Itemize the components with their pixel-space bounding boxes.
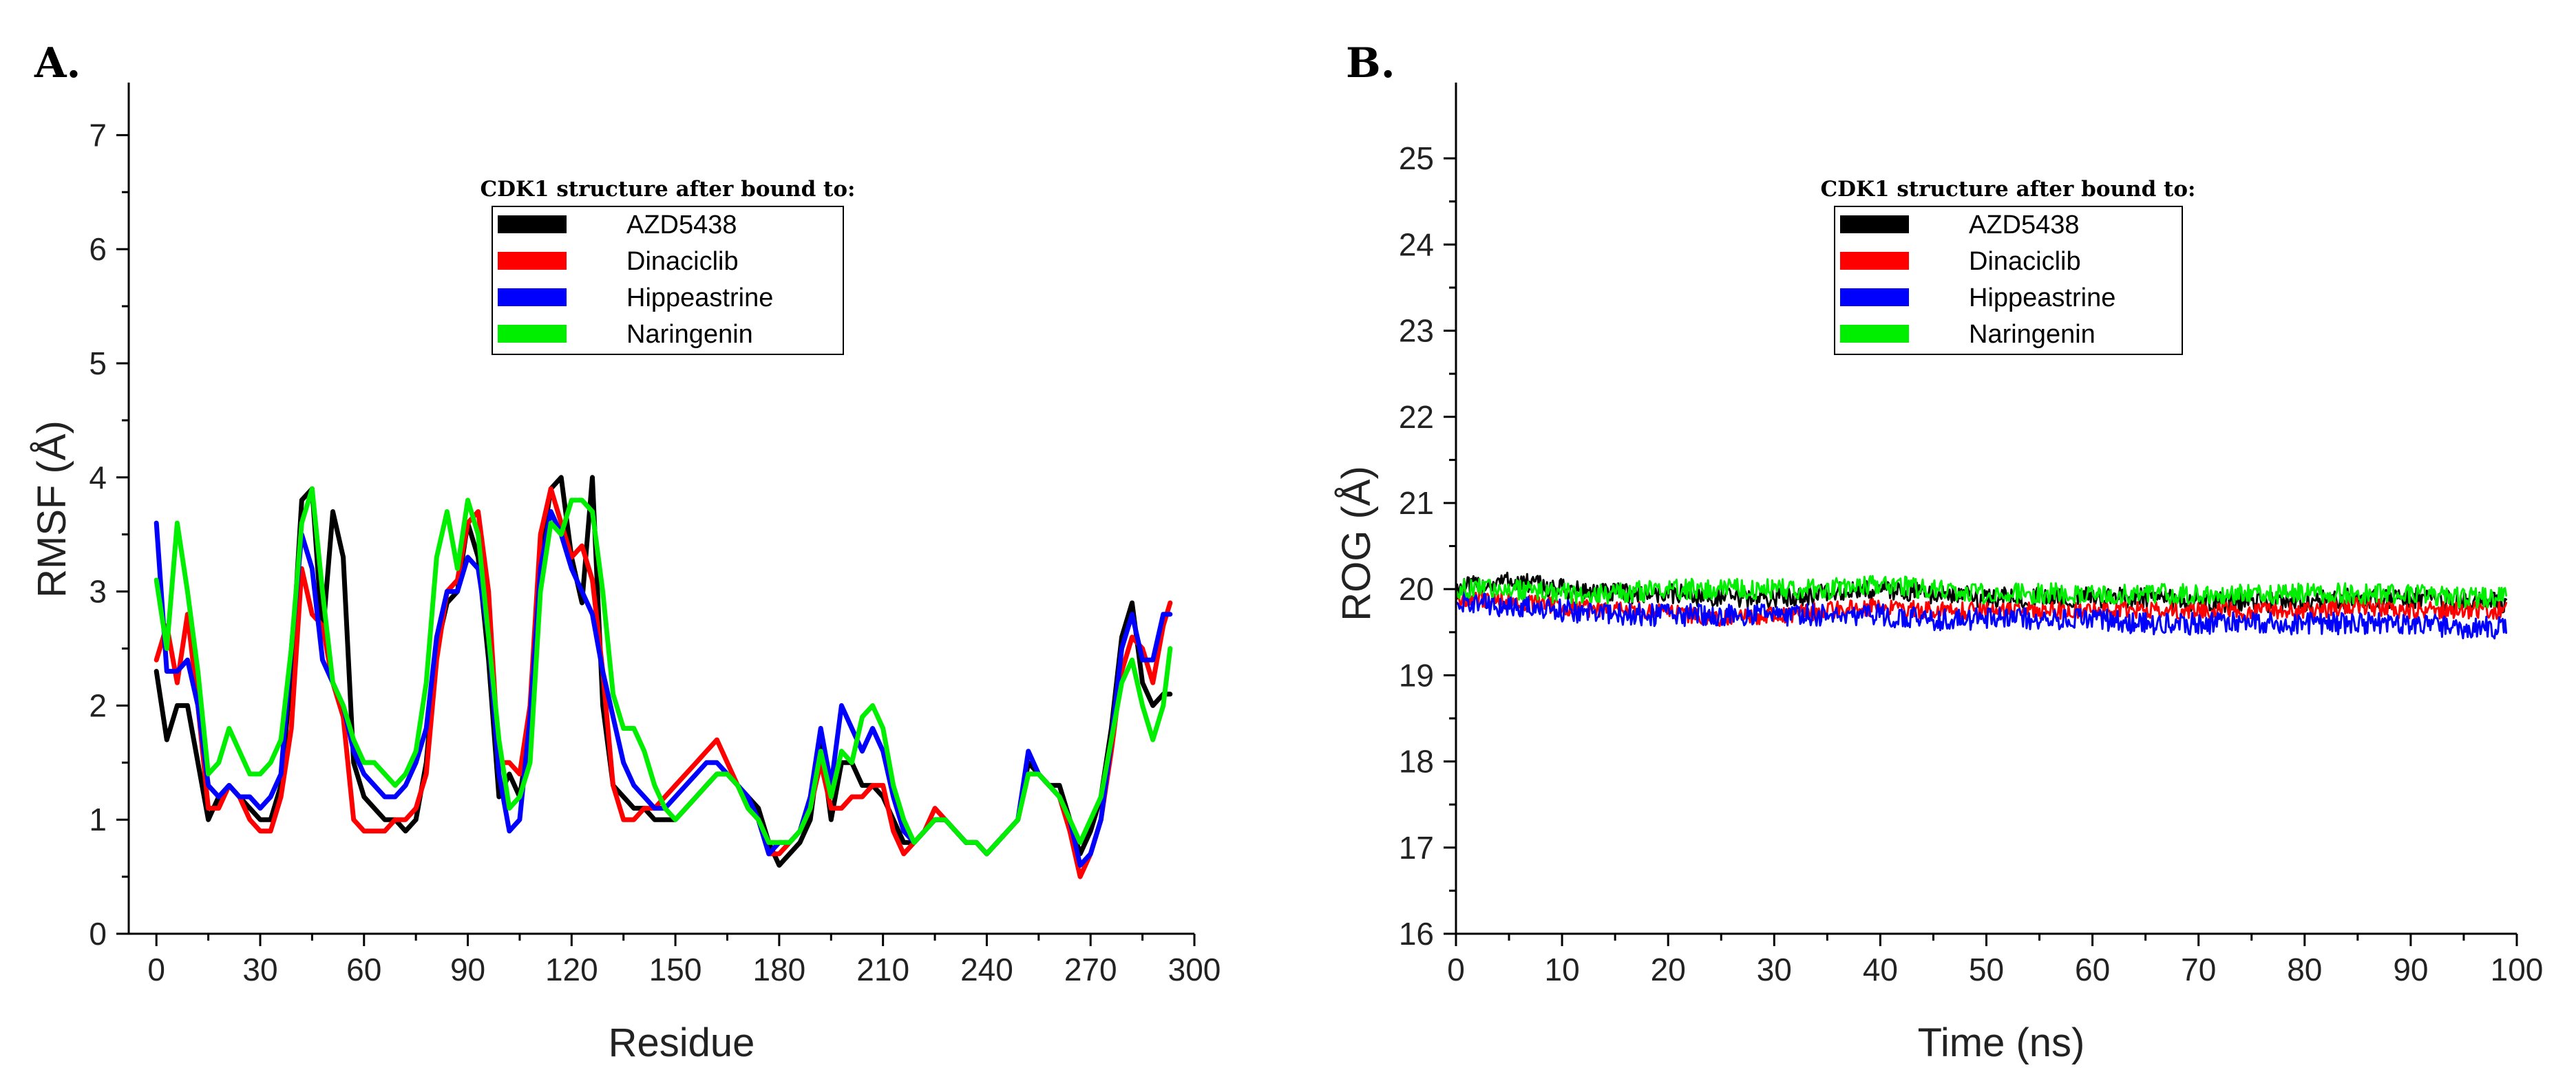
panel-a-plot-area: 0 30 60 90 120 150 180 210 240 270 300 0 1 2 3 4 5 6 7 CDK1… [89,83,1221,987]
panel-b-x-tick-label: 20 [1651,952,1686,987]
panel-a-x-tick-label: 300 [1168,952,1221,987]
panel-a-x-tick-label: 270 [1064,952,1117,987]
panel-b-legend-swatch-azd5438 [1840,215,1909,233]
panel-b-x-tick-label: 10 [1545,952,1580,987]
panel-a-legend-label-hippeastrine: Hippeastrine [626,283,773,312]
panel-b-x-tick-label: 100 [2491,952,2544,987]
panel-b-y-tick-label: 23 [1399,313,1434,349]
panel-a-legend-swatch-hippeastrine [498,288,567,306]
panel-a-y-tick-label: 6 [89,231,107,267]
panel-b-y-tick-label: 22 [1399,399,1434,435]
panel-a-y-tick-label: 0 [89,916,107,952]
panel-b-x-tick-label: 50 [1969,952,2004,987]
panel-b-plot-area: 0 10 20 30 40 50 60 70 80 90 100 16 17 18 19 20 21 22 23 24… [1399,83,2544,987]
panel-b-y-tick-label: 21 [1399,485,1434,521]
panel-b-legend-label-naringenin: Naringenin [1969,320,2095,349]
panel-a-legend-swatch-dinaciclib [498,252,567,270]
panel-b: B. 0 10 20 30 40 50 60 70 80 90 100 16 17 18 19 20 21 22 2… [1334,39,2543,1065]
panel-b-x-tick-label: 60 [2075,952,2110,987]
panel-a-x-axis-title: Residue [609,1020,755,1065]
panel-a-x-tick-label: 240 [960,952,1013,987]
panel-b-y-tick-label: 20 [1399,571,1434,607]
panel-a: A. 0 30 60 90 120 150 180 210 240 270 300 0 1 2 3 4 5 6 7 C… [30,39,1221,1065]
panel-b-y-tick-label: 16 [1399,916,1434,952]
panel-b-x-tick-label: 90 [2393,952,2428,987]
panel-a-legend-label-dinaciclib: Dinaciclib [626,247,739,276]
panel-a-y-tick-label: 3 [89,574,107,610]
panel-a-legend-swatch-azd5438 [498,215,567,233]
panel-a-x-tick-label: 150 [649,952,702,987]
panel-b-series-line-naringenin [1455,575,2508,609]
panel-b-y-tick-label: 18 [1399,744,1434,780]
panel-b-label: B. [1346,39,1395,87]
panel-b-y-tick-label: 17 [1399,830,1434,866]
panel-a-y-tick-label: 2 [89,687,107,723]
panel-a-y-tick-label: 5 [89,345,107,381]
panel-a-legend-title: CDK1 structure after bound to: [480,177,855,202]
panel-a-series-line-naringenin [154,486,1173,857]
panel-a-label: A. [34,39,81,87]
panel-a-x-tick-label: 60 [346,952,381,987]
panel-b-series-group [1455,571,2508,640]
panel-a-x-tick-label: 30 [242,952,277,987]
panel-b-legend-label-dinaciclib: Dinaciclib [1969,247,2081,276]
panel-b-legend-swatch-hippeastrine [1840,288,1909,306]
panel-b-series-line-hippeastrine [1455,591,2508,640]
panel-a-x-tick-label: 120 [545,952,598,987]
panel-b-y-tick-label: 24 [1399,226,1434,262]
panel-b-legend-title: CDK1 structure after bound to: [1820,177,2195,202]
panel-a-x-tick-label: 0 [147,952,165,987]
panel-b-x-tick-label: 80 [2287,952,2322,987]
panel-a-x-tick-label: 90 [450,952,485,987]
panel-b-y-tick-label: 19 [1399,657,1434,693]
panel-a-y-tick-label: 7 [89,117,107,153]
panel-a-y-tick-label: 4 [89,460,107,495]
panel-b-legend: CDK1 structure after bound to: AZD5438 Din… [1820,177,2196,355]
panel-b-legend-swatch-naringenin [1840,325,1909,343]
panel-a-legend: CDK1 structure after bound to: AZD5438 Din… [480,177,856,355]
panel-b-x-axis-title: Time (ns) [1918,1020,2085,1065]
panel-a-series-group [154,475,1173,879]
panel-a-x-tick-label: 210 [856,952,909,987]
panel-b-x-tick-label: 40 [1863,952,1898,987]
panel-b-legend-swatch-dinaciclib [1840,252,1909,270]
panel-b-y-tick-label: 25 [1399,140,1434,176]
panel-a-legend-label-naringenin: Naringenin [626,320,753,349]
panel-b-legend-label-hippeastrine: Hippeastrine [1969,283,2115,312]
panel-a-y-axis-title: RMSF (Å) [30,420,74,598]
panel-b-x-tick-label: 30 [1757,952,1792,987]
panel-b-x-tick-label: 0 [1447,952,1465,987]
panel-a-legend-swatch-naringenin [498,325,567,343]
panel-a-x-tick-label: 180 [753,952,806,987]
panel-a-legend-label-azd5438: AZD5438 [626,211,737,239]
panel-a-y-tick-label: 1 [89,802,107,837]
panel-b-legend-label-azd5438: AZD5438 [1969,211,2080,239]
panel-b-y-axis-title: ROG (Å) [1334,466,1379,621]
panel-b-x-tick-label: 70 [2181,952,2216,987]
